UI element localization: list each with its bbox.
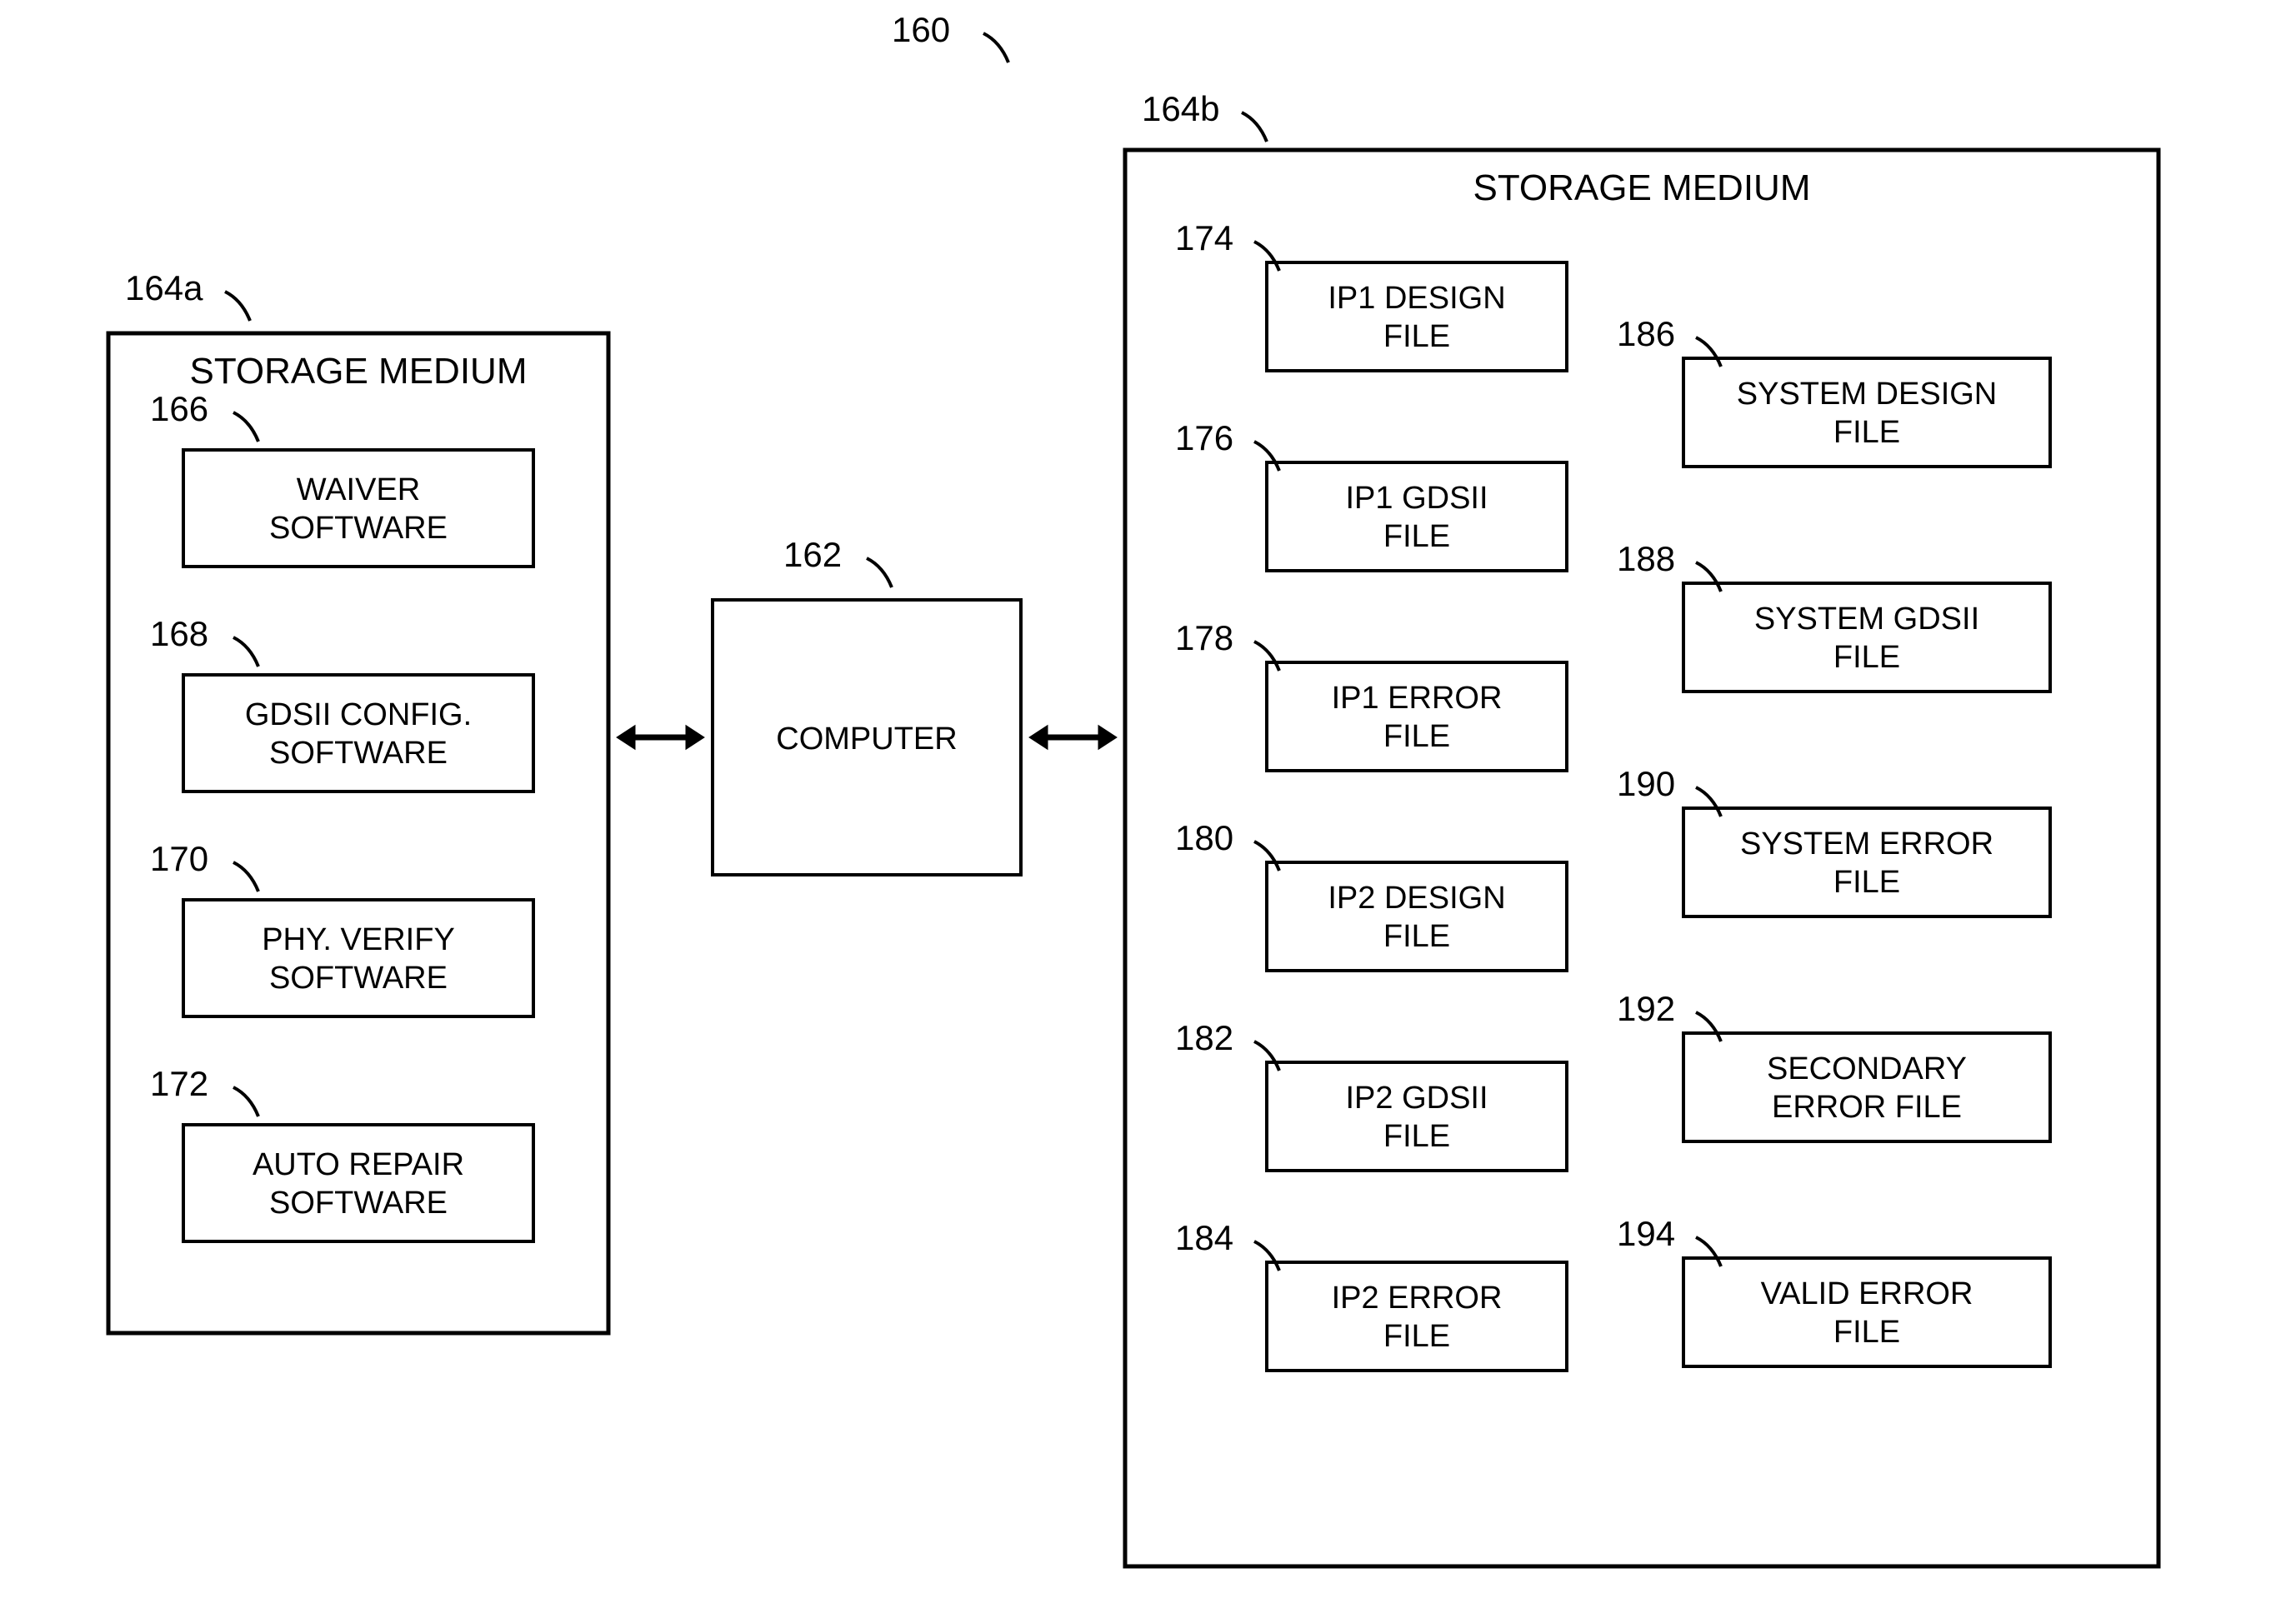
right-storage-box-194 bbox=[1683, 1258, 2050, 1366]
right-storage-box-190 bbox=[1683, 808, 2050, 916]
right-storage-title: STORAGE MEDIUM bbox=[1473, 167, 1810, 208]
left-storage-box-172 bbox=[183, 1125, 533, 1241]
right-storage-box-184 bbox=[1267, 1262, 1567, 1371]
arrow-head-left bbox=[617, 726, 635, 750]
right-storage-box-176 bbox=[1267, 462, 1567, 571]
right-storage-box-ref-194: 194 bbox=[1617, 1214, 1675, 1253]
right-storage-box-192 bbox=[1683, 1033, 2050, 1141]
left-storage-box-ref-168: 168 bbox=[150, 614, 208, 653]
arrow-head-right bbox=[686, 726, 704, 750]
ref-tick bbox=[867, 558, 892, 587]
right-storage-box-ref-186: 186 bbox=[1617, 314, 1675, 353]
left-storage-title: STORAGE MEDIUM bbox=[189, 351, 527, 392]
right-storage-box-ref-188: 188 bbox=[1617, 539, 1675, 578]
right-storage-box-178 bbox=[1267, 662, 1567, 771]
right-storage-box-ref-180: 180 bbox=[1175, 818, 1233, 857]
arrow-head-left bbox=[1029, 726, 1048, 750]
left-storage-ref: 164a bbox=[125, 268, 203, 307]
left-storage-box-ref-166: 166 bbox=[150, 389, 208, 428]
right-storage-ref: 164b bbox=[1142, 89, 1219, 128]
figure-ref: 160 bbox=[892, 10, 950, 49]
right-storage-box-ref-182: 182 bbox=[1175, 1018, 1233, 1057]
ref-tick bbox=[225, 292, 250, 321]
right-storage-box-182 bbox=[1267, 1062, 1567, 1171]
left-storage-box-168 bbox=[183, 675, 533, 792]
right-storage-box-186 bbox=[1683, 358, 2050, 467]
ref-tick bbox=[1242, 112, 1267, 142]
left-storage-box-166 bbox=[183, 450, 533, 567]
right-storage-box-ref-190: 190 bbox=[1617, 764, 1675, 803]
right-storage-box-174 bbox=[1267, 262, 1567, 371]
right-storage-box-ref-192: 192 bbox=[1617, 989, 1675, 1028]
computer-ref: 162 bbox=[783, 535, 842, 574]
left-storage-box-170 bbox=[183, 900, 533, 1016]
diagram-canvas: 160COMPUTER162STORAGE MEDIUM164aWAIVERSO… bbox=[0, 0, 2296, 1598]
right-storage-box-180 bbox=[1267, 862, 1567, 971]
right-storage-box-ref-174: 174 bbox=[1175, 218, 1233, 257]
right-storage-box-188 bbox=[1683, 583, 2050, 692]
arrow-head-right bbox=[1098, 726, 1117, 750]
right-storage-box-ref-176: 176 bbox=[1175, 418, 1233, 457]
left-storage-box-ref-172: 172 bbox=[150, 1064, 208, 1103]
ref-tick bbox=[983, 33, 1008, 62]
computer-label: COMPUTER bbox=[776, 722, 957, 757]
right-storage-box-ref-184: 184 bbox=[1175, 1218, 1233, 1257]
right-storage-box-ref-178: 178 bbox=[1175, 618, 1233, 657]
left-storage-box-ref-170: 170 bbox=[150, 839, 208, 878]
